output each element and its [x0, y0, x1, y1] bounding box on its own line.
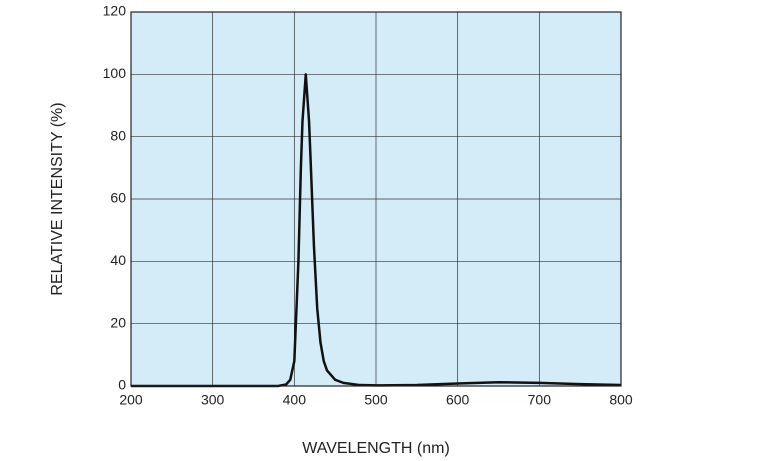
data-line — [131, 73, 622, 388]
y-axis-title: RELATIVE INTENSITY (%) — [49, 102, 66, 295]
x-axis-title: WAVELENGTH (nm) — [302, 440, 450, 457]
marks — [131, 73, 622, 388]
x-tick-label: 800 — [609, 392, 633, 408]
y-tick-label: 80 — [110, 127, 126, 143]
y-tick-label: 0 — [118, 377, 126, 393]
x-tick-label: 200 — [119, 392, 143, 408]
x-tick-label: 400 — [283, 392, 307, 408]
y-tick-label: 40 — [110, 252, 126, 268]
plot-frame — [130, 11, 622, 387]
y-tick-label: 20 — [110, 314, 126, 330]
y-tick-label: 100 — [103, 65, 127, 81]
x-tick-label: 600 — [446, 392, 470, 408]
x-tick-label: 700 — [528, 392, 552, 408]
y-tick-label: 120 — [103, 3, 127, 19]
x-tick-label: 300 — [201, 392, 225, 408]
y-tick-label: 60 — [110, 190, 126, 206]
x-tick-label: 500 — [364, 392, 388, 408]
